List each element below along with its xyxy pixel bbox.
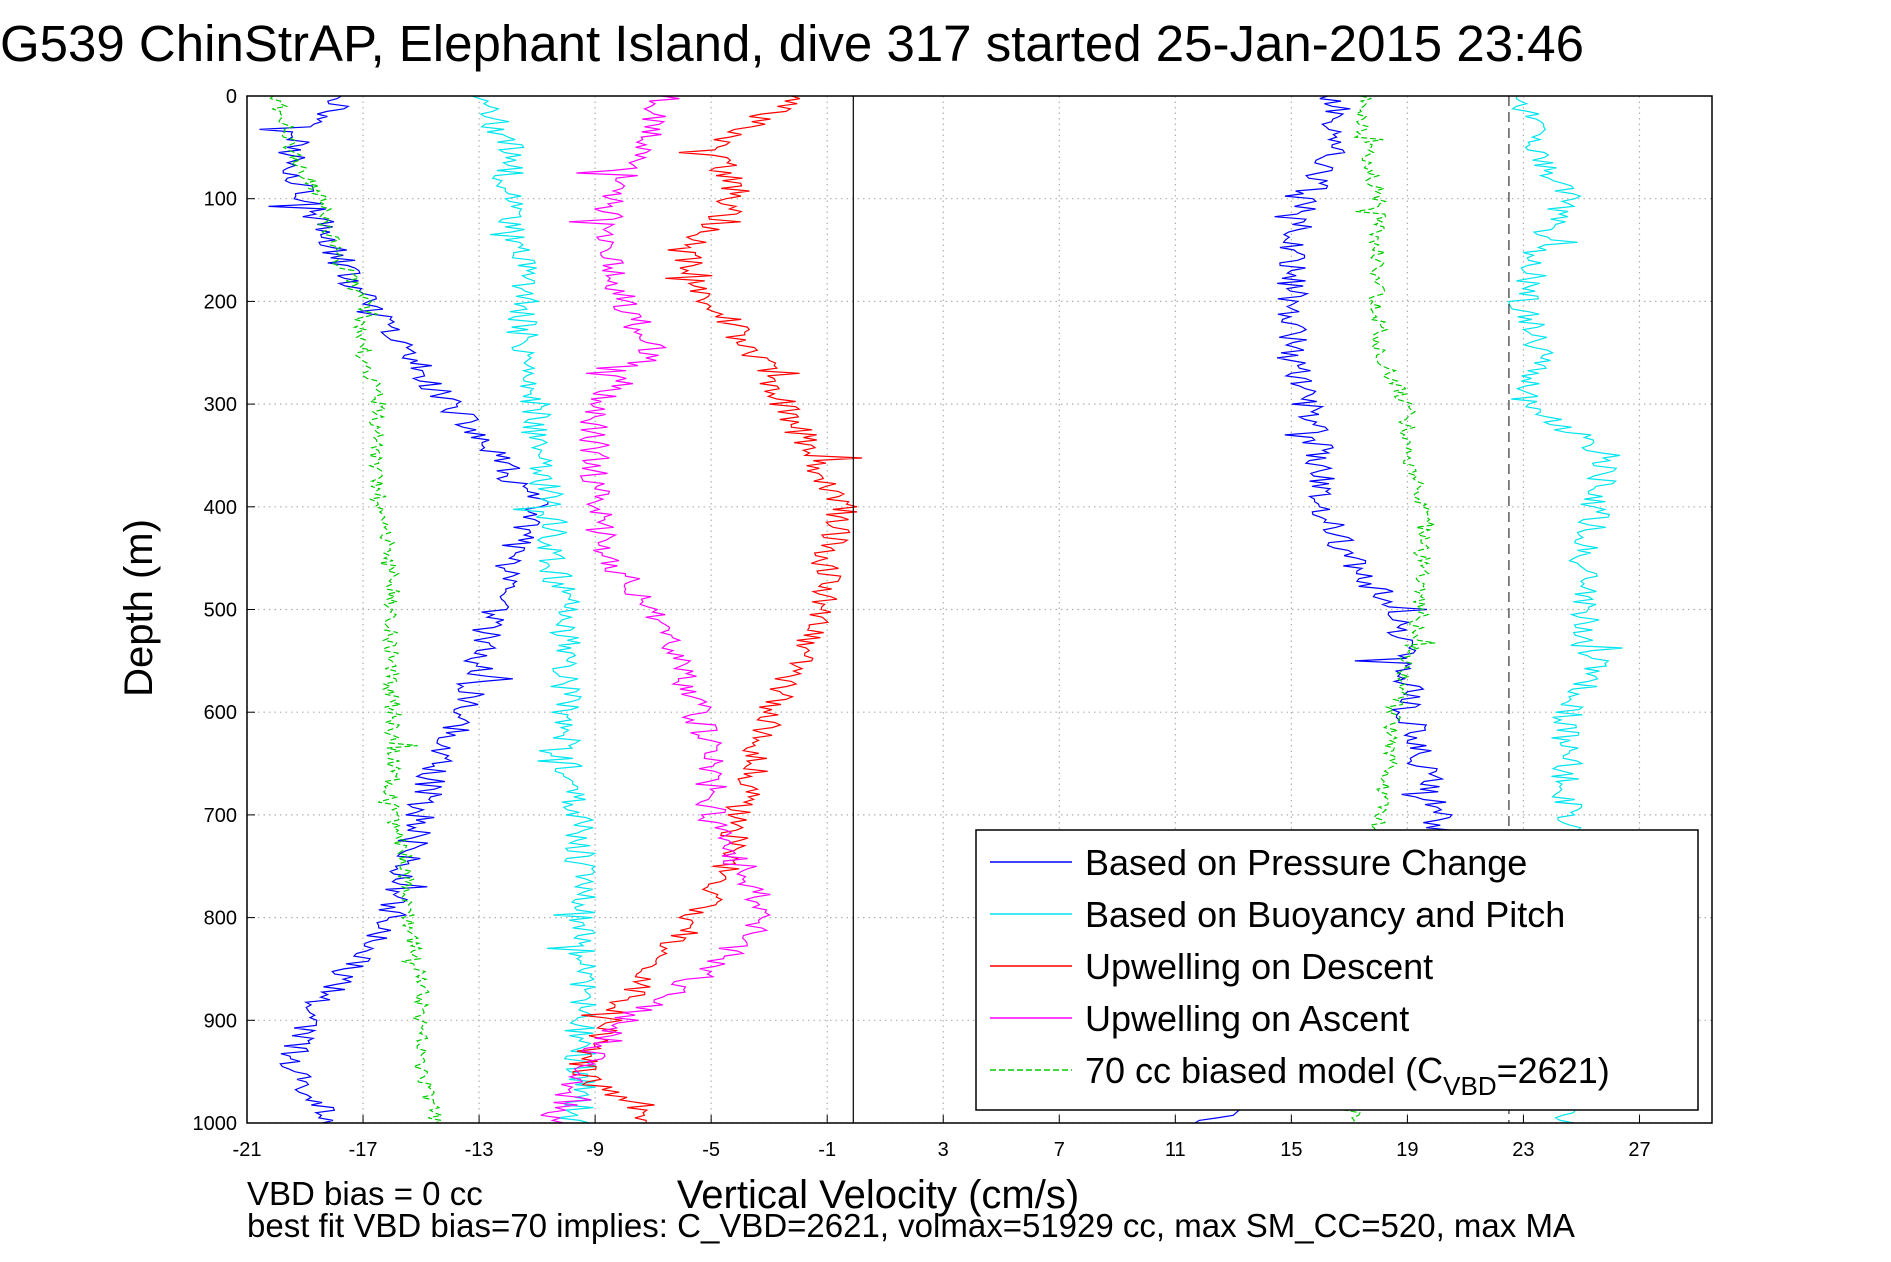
series-4 — [540, 96, 772, 1123]
y-tick-label: 0 — [226, 86, 237, 108]
x-tick-label: 27 — [1628, 1139, 1650, 1161]
y-tick-label: 200 — [204, 291, 237, 313]
x-tick-label: -9 — [586, 1139, 604, 1161]
series-line — [540, 96, 772, 1123]
x-tick-label: -21 — [233, 1139, 262, 1161]
legend-subscript: VBD — [1443, 1071, 1496, 1101]
y-ticks: 0 100 200 300 400 500 600 700 800 900 1000 — [193, 86, 255, 1135]
x-tick-label: 7 — [1054, 1139, 1065, 1161]
x-tick-label: -5 — [702, 1139, 720, 1161]
x-tick-label: -13 — [465, 1139, 494, 1161]
legend-suffix: =2621) — [1497, 1050, 1610, 1091]
legend-box — [975, 829, 1699, 1111]
y-tick-label: 300 — [204, 394, 237, 416]
bias-note: VBD bias = 0 cc — [247, 1175, 483, 1212]
y-tick-label: 100 — [204, 189, 237, 211]
series-line — [471, 96, 597, 1123]
y-tick-label: 400 — [204, 497, 237, 519]
legend-label: Based on Pressure Change — [1085, 842, 1527, 883]
chart-title: G539 ChinStrAP, Elephant Island, dive 31… — [0, 15, 1584, 72]
y-tick-label: 700 — [204, 805, 237, 827]
series-3 — [569, 96, 863, 1123]
y-axis-label: Depth (m) — [117, 519, 161, 697]
x-ticks: -21 -17 -13 -9 -5 -1 3 7 11 15 19 23 27 — [233, 1115, 1651, 1161]
y-tick-label: 500 — [204, 600, 237, 622]
series-line — [259, 96, 549, 1123]
y-tick-label: 900 — [204, 1010, 237, 1032]
legend-label: Upwelling on Descent — [1085, 946, 1433, 987]
y-tick-label: 1000 — [193, 1113, 238, 1135]
x-axis-label: Vertical Velocity (cm/s) — [677, 1173, 1079, 1217]
y-tick-label: 600 — [204, 702, 237, 724]
x-tick-label: -17 — [349, 1139, 378, 1161]
x-tick-label: 3 — [938, 1139, 949, 1161]
x-tick-label: 19 — [1396, 1139, 1418, 1161]
legend: Based on Pressure Change Based on Buoyanc… — [975, 829, 1699, 1111]
legend-label: Based on Buoyancy and Pitch — [1085, 894, 1565, 935]
best-fit-note: best fit VBD bias=70 implies: C_VBD=2621… — [247, 1207, 1575, 1244]
x-tick-label: -1 — [818, 1139, 836, 1161]
x-tick-label: 23 — [1512, 1139, 1534, 1161]
x-tick-label: 11 — [1165, 1139, 1186, 1161]
series-line — [269, 96, 444, 1123]
x-tick-label: 15 — [1280, 1139, 1302, 1161]
series-line — [569, 96, 863, 1123]
legend-label: Upwelling on Ascent — [1085, 998, 1409, 1039]
y-tick-label: 800 — [204, 908, 237, 930]
